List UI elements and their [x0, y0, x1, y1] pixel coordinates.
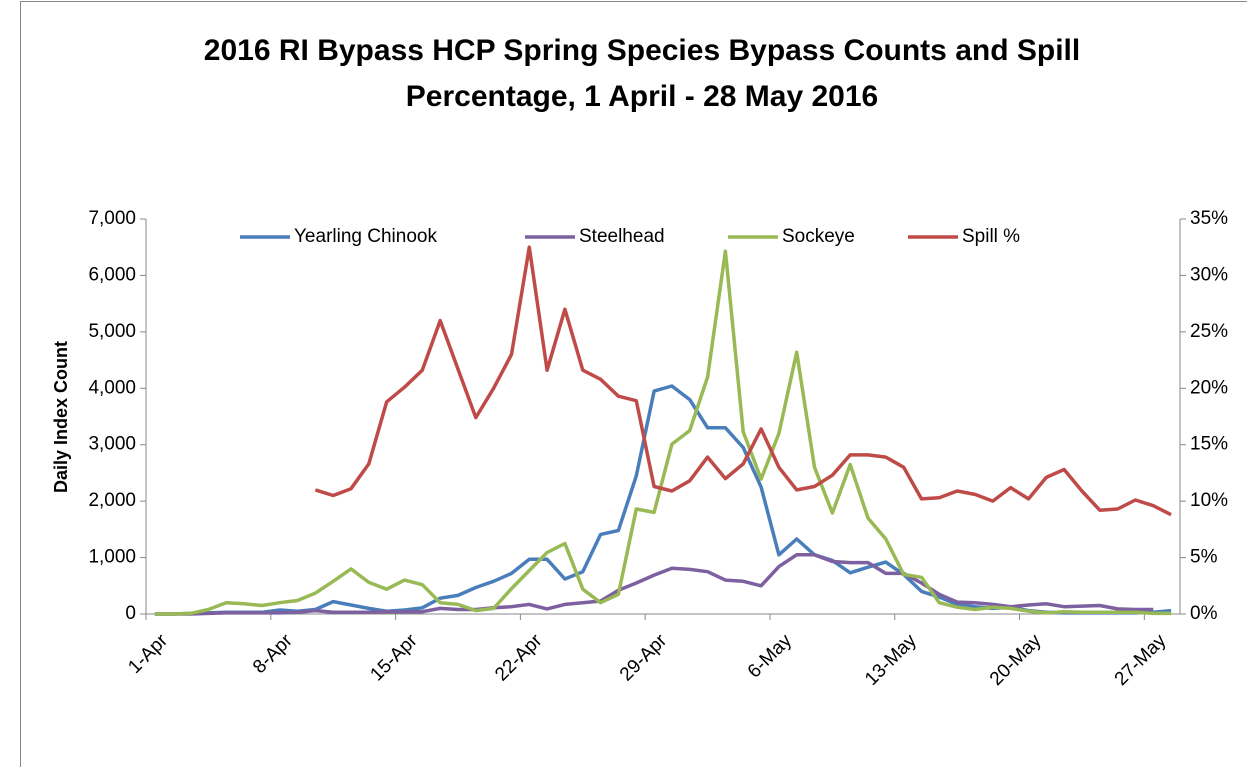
- y2-tick-label: 5%: [1190, 547, 1218, 568]
- y-tick-label: 5,000: [88, 321, 136, 342]
- y-tick-label: 4,000: [88, 377, 136, 398]
- chart-subtitle: Percentage, 1 April - 28 May 2016: [406, 80, 878, 113]
- series-line: [154, 553, 1154, 616]
- y2-tick-label: 10%: [1190, 490, 1228, 511]
- y2-tick-label: 20%: [1190, 377, 1228, 398]
- y-axis-label: Daily Index Count: [51, 341, 71, 493]
- legend-label: Sockeye: [782, 226, 855, 247]
- y-tick-label: 6,000: [88, 264, 136, 285]
- y2-tick-label: 30%: [1190, 264, 1228, 285]
- y2-tick-label: 0%: [1190, 603, 1218, 624]
- y-tick-label: 2,000: [88, 490, 136, 511]
- legend-label: Yearling Chinook: [294, 226, 437, 247]
- y2-tick-label: 25%: [1190, 321, 1228, 342]
- y2-tick-label: 15%: [1190, 434, 1228, 455]
- y-tick-label: 1,000: [88, 547, 136, 568]
- legend-label: Steelhead: [579, 226, 665, 247]
- y2-tick-label: 35%: [1190, 208, 1228, 229]
- legend-label: Spill %: [962, 226, 1020, 247]
- y-tick-label: 0: [125, 603, 136, 624]
- y-tick-label: 3,000: [88, 434, 136, 455]
- series-line: [154, 249, 1172, 616]
- chart-frame: [20, 1, 1247, 767]
- chart-title: 2016 RI Bypass HCP Spring Species Bypass…: [204, 34, 1080, 67]
- y-tick-label: 7,000: [88, 208, 136, 229]
- series-line: [314, 245, 1172, 517]
